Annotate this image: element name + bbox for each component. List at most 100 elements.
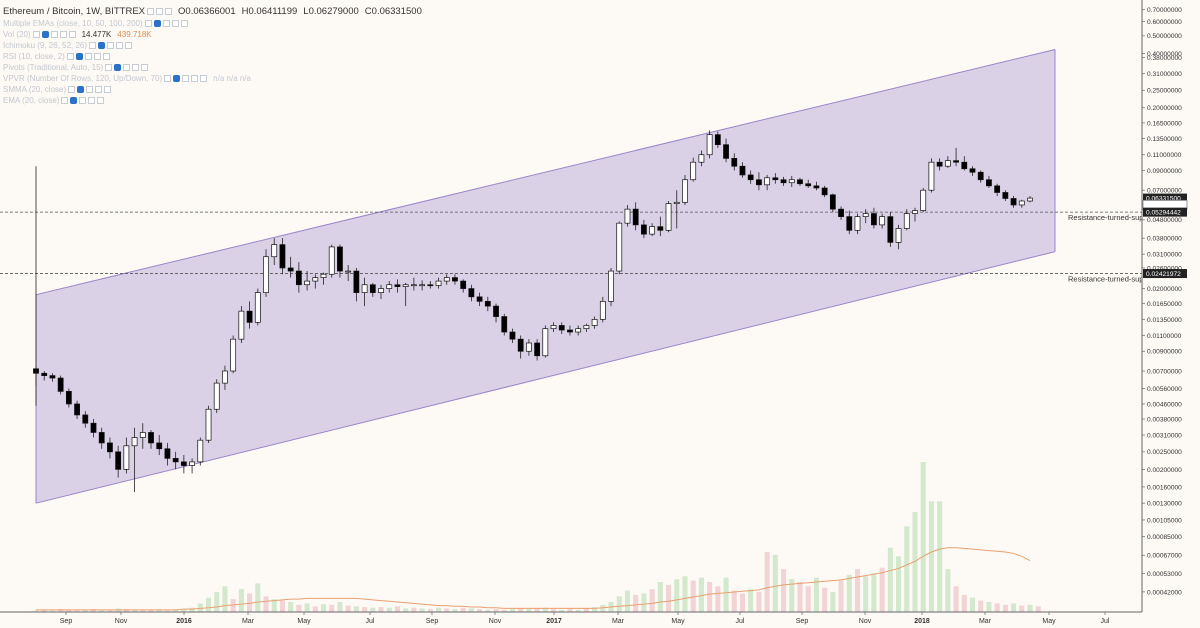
chevron-down-icon[interactable] [89,42,97,49]
close-icon[interactable] [180,20,188,27]
time-tick-label: Jul [736,618,745,625]
volume-bar [222,586,228,612]
volume-bar [550,609,557,612]
remove-icon[interactable] [171,20,179,27]
chevron-down-icon[interactable] [144,20,152,27]
price-tick-label: 0.00560000 [1147,386,1182,393]
price-tick-label: 0.00105000 [1147,517,1182,524]
settings-icon[interactable] [50,31,58,38]
settings-icon[interactable] [162,20,170,27]
volume-bar [838,580,844,612]
chevron-down-icon[interactable] [164,75,172,82]
remove-icon[interactable] [59,31,67,38]
volume-bar [132,609,138,612]
candle-body [90,422,97,433]
chevron-down-icon[interactable] [61,97,69,104]
volume-bar [534,608,540,612]
volume-bar [953,586,959,612]
candle-body [624,208,631,224]
volume-bar [181,609,187,612]
candle-body [838,208,844,217]
settings-icon[interactable] [156,8,164,15]
price-tick-label: 0.25000000 [1147,88,1182,95]
candle-body [295,270,302,286]
candle-body [788,179,795,184]
time-tick-label: May [297,618,311,625]
price-tick-label: 0.04800000 [1147,217,1182,224]
eye-icon[interactable] [77,86,85,93]
chevron-down-icon[interactable] [147,8,155,15]
price-tick-label: 0.31000000 [1147,71,1182,78]
close-icon[interactable] [68,31,76,38]
close-icon[interactable] [97,97,105,104]
volume-bar [353,606,359,612]
chevron-down-icon[interactable] [32,31,40,38]
candle-body [378,288,384,293]
volume-bar [419,608,425,612]
price-tick-label: 0.00310000 [1147,432,1182,439]
candle-body [189,461,195,466]
remove-icon[interactable] [88,97,96,104]
price-tick-label: 0.00130000 [1147,501,1182,508]
indicator-row[interactable]: Vol (20) 14.477K 439.718K [3,29,422,40]
close-icon[interactable] [165,8,173,15]
close-icon[interactable] [125,42,133,49]
indicator-row[interactable]: Pivots (Traditional, Auto, 15) [3,62,422,73]
candle-body [673,201,680,204]
indicator-row[interactable]: Multiple EMAs (close, 10, 50, 100, 200) [3,18,422,29]
price-tick-label: 0.01350000 [1147,317,1182,324]
settings-icon[interactable] [79,97,87,104]
remove-icon[interactable] [191,75,199,82]
volume-bar [789,579,795,612]
candle-body [410,284,417,287]
eye-icon[interactable] [41,31,49,38]
eye-icon[interactable] [98,42,106,49]
eye-icon[interactable] [153,20,161,27]
settings-icon[interactable] [86,86,94,93]
candle-body [599,300,606,320]
eye-icon[interactable] [70,97,78,104]
settings-icon[interactable] [123,64,131,71]
time-tick-label: Jul [1101,618,1110,625]
candle-body [887,216,894,243]
volume-bar [271,599,277,612]
remove-icon[interactable] [93,53,101,60]
volume-bar [896,556,902,612]
price-tick-label: 0.40000000 [1147,51,1182,58]
indicator-row[interactable]: RSI (10, close, 2) [3,51,422,62]
volume-bar [624,590,631,612]
candle-body [213,382,220,410]
volume-bar [329,604,335,612]
candle-body [690,161,697,181]
candle-body [139,432,146,438]
volume-bar [378,607,384,612]
settings-icon[interactable] [84,53,92,60]
indicator-row[interactable]: Ichimoku (9, 26, 52, 26) [3,40,422,51]
close-icon[interactable] [141,64,149,71]
chevron-down-icon[interactable] [105,64,113,71]
indicator-row[interactable]: SMMA (20, close) [3,84,422,95]
volume-bar [739,593,746,612]
indicator-row[interactable]: VPVR (Number Of Rows, 120, Up/Down, 70) n… [3,73,422,84]
volume-bar [66,609,72,612]
indicator-row[interactable]: EMA (20, close) [3,95,422,106]
remove-icon[interactable] [116,42,124,49]
price-tick-label: 0.00085000 [1147,534,1182,541]
settings-icon[interactable] [182,75,190,82]
price-badge [1143,207,1187,217]
remove-icon[interactable] [95,86,103,93]
chevron-down-icon[interactable] [66,53,74,60]
eye-icon[interactable] [75,53,83,60]
candle-body [550,325,557,330]
candle-body [1002,192,1009,199]
eye-icon[interactable] [114,64,122,71]
eye-icon[interactable] [173,75,181,82]
chevron-down-icon[interactable] [68,86,76,93]
close-icon[interactable] [102,53,110,60]
settings-icon[interactable] [107,42,115,49]
remove-icon[interactable] [132,64,140,71]
close-icon[interactable] [104,86,112,93]
close-icon[interactable] [200,75,208,82]
volume-bar [509,609,516,612]
